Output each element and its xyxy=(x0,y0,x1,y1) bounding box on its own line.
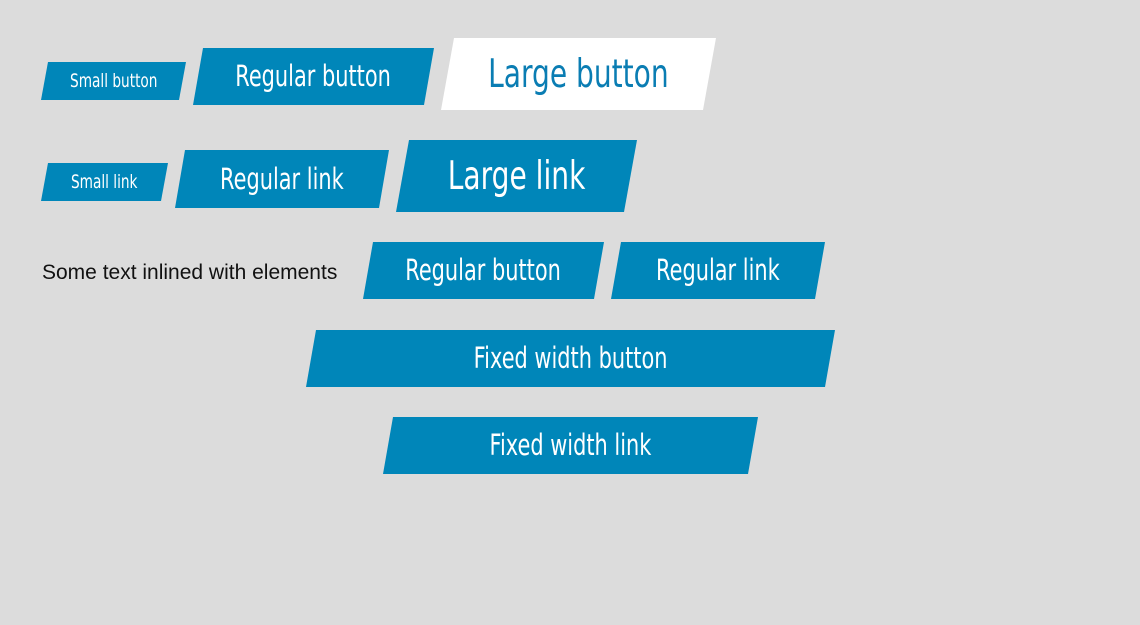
fixed-width-button[interactable]: Fixed width button xyxy=(306,330,835,387)
regular-button-label: Regular button xyxy=(235,59,392,93)
regular-button[interactable]: Regular button xyxy=(193,48,434,105)
fixed-width-link[interactable]: Fixed width link xyxy=(383,417,758,474)
small-button[interactable]: Small button xyxy=(41,62,186,100)
fixed-width-button-label: Fixed width button xyxy=(473,341,668,375)
small-button-label: Small button xyxy=(69,69,158,92)
inline-regular-link-label: Regular link xyxy=(656,253,780,287)
fixed-width-link-label: Fixed width link xyxy=(489,428,652,462)
small-link-label: Small link xyxy=(71,170,138,193)
inline-regular-button-label: Regular button xyxy=(405,253,562,287)
inline-regular-button[interactable]: Regular button xyxy=(363,242,604,299)
small-link[interactable]: Small link xyxy=(41,163,168,201)
large-button[interactable]: Large button xyxy=(441,38,716,110)
inline-text: Some text inlined with elements xyxy=(42,261,338,284)
large-button-label: Large button xyxy=(488,51,669,97)
inline-regular-link[interactable]: Regular link xyxy=(611,242,825,299)
large-link[interactable]: Large link xyxy=(396,140,637,212)
regular-link-label: Regular link xyxy=(220,161,344,196)
regular-link[interactable]: Regular link xyxy=(175,150,389,208)
large-link-label: Large link xyxy=(447,153,586,199)
